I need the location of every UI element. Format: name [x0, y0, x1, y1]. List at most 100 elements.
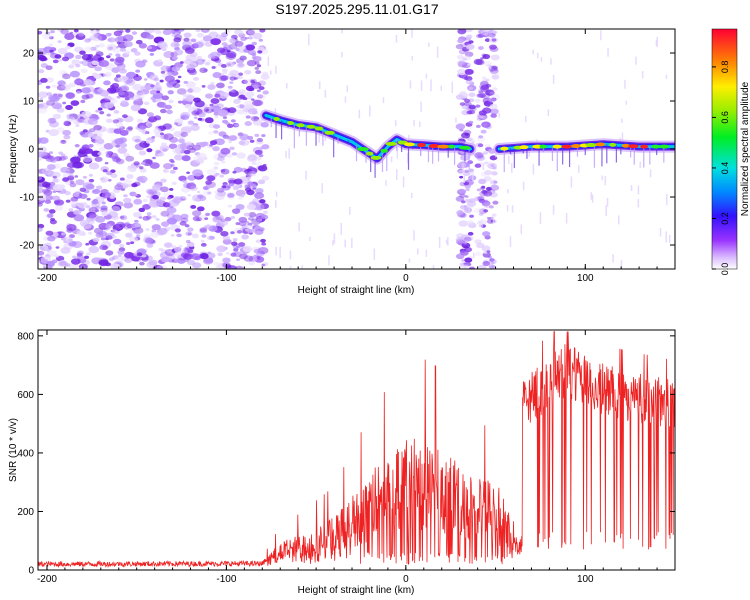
spectrogram-cell: [153, 77, 160, 82]
spectrogram-cell: [143, 236, 154, 244]
spectrogram-cell: [72, 255, 77, 259]
spectrogram-cell: [82, 175, 88, 179]
spectrogram-cell: [113, 30, 123, 37]
spectrogram-cell: [149, 74, 159, 81]
spectrogram-peak: [622, 143, 630, 148]
spectrogram-cell: [81, 94, 90, 100]
spectrogram-cell: [128, 236, 138, 243]
spectrogram-cell: [97, 126, 107, 133]
spectrogram-peak: [640, 144, 649, 149]
snr-xtick-label: 100: [577, 574, 594, 585]
spectrogram-cell: [248, 156, 254, 160]
spectrogram-cell: [430, 79, 432, 92]
spectrogram-cell: [115, 158, 125, 165]
spectrogram-cell: [184, 224, 190, 228]
spectrogram-cell: [160, 70, 166, 74]
spectrogram-cell: [39, 244, 49, 252]
spectrogram-cell: [464, 75, 473, 81]
spectrogram-cell: [478, 224, 484, 228]
spectrogram-cell: [621, 132, 624, 141]
spectrogram-cell: [222, 185, 227, 189]
spectrogram-cell: [81, 59, 92, 67]
spectrogram-cell: [493, 180, 498, 184]
spectrogram-cell: [486, 250, 491, 253]
spectrogram-cell: [552, 74, 555, 84]
spectrogram-cell: [112, 119, 119, 124]
spectrogram-cell: [216, 52, 222, 56]
spectrogram-cell: [474, 152, 484, 159]
spectrogram-cell: [97, 57, 102, 61]
spectrogram-cell: [462, 58, 467, 61]
spectrogram-cell: [455, 43, 464, 50]
spectrogram-cell: [54, 54, 62, 59]
spectrogram-cell: [183, 253, 193, 260]
spectrogram-cell: [133, 193, 138, 197]
spectrogram-cell: [420, 101, 422, 112]
spectrogram-cell: [174, 32, 179, 36]
spectrogram-cell: [211, 58, 215, 61]
spectrogram-cell: [66, 113, 75, 120]
spectrogram-cell: [659, 228, 662, 237]
spectrogram-cell: [390, 156, 393, 163]
spectrogram-cell: [252, 32, 263, 40]
spectrogram-cell: [262, 71, 269, 76]
spectrogram-cell: [93, 129, 98, 133]
spectrogram-cell: [77, 202, 88, 209]
spectrogram-cell: [239, 134, 249, 141]
spectrogram-cell: [216, 245, 227, 253]
spectrogram-cell: [148, 200, 159, 208]
spectrogram-cell: [248, 170, 257, 177]
spectrogram-cell: [91, 60, 99, 66]
spectrogram-cell: [138, 43, 148, 49]
spectrogram-cell: [478, 110, 487, 116]
spectrogram-cell: [233, 98, 241, 104]
spectrogram-cell: [197, 111, 206, 118]
spectrogram-cell: [94, 209, 100, 213]
spectrogram-cell: [532, 163, 535, 175]
spectrogram-cell: [425, 73, 428, 79]
spectrogram-cell: [235, 203, 245, 211]
spectrogram-cell: [88, 246, 100, 254]
spectrogram-cell: [483, 209, 489, 213]
spectrogram-cell: [38, 146, 47, 154]
spectrogram-cell: [308, 33, 310, 46]
spectrogram-cell: [133, 85, 140, 90]
spectrogram-cell: [459, 102, 466, 106]
spectrogram-cell: [183, 80, 189, 84]
spectrogram-cell: [231, 90, 236, 93]
spectrogram-cell: [463, 174, 466, 184]
spectrogram-cell: [119, 47, 127, 52]
spectrogram-cell: [411, 29, 413, 38]
spectrogram-peak: [324, 130, 335, 135]
spectrogram-cell: [149, 89, 158, 95]
spectrogram-cell: [142, 204, 151, 210]
spectrogram-cell: [134, 138, 141, 143]
spectrogram-cell: [190, 124, 200, 131]
spectrogram-cell: [75, 124, 80, 127]
spectrogram-cell: [220, 63, 227, 68]
spectrogram-cell: [419, 121, 421, 127]
spectrogram-cell: [185, 231, 193, 237]
spectrogram-cell: [243, 79, 253, 86]
spectrogram-cell: [236, 105, 241, 108]
spectrogram-cell: [150, 202, 159, 209]
spectrogram-cell: [205, 180, 213, 185]
spectrogram-cell: [260, 214, 268, 219]
spectrogram-cell: [321, 183, 323, 194]
spectrogram-cell: [133, 227, 144, 234]
spectrogram-cell: [78, 32, 85, 37]
spectrogram-cell: [39, 56, 48, 62]
spectrogram-cell: [58, 260, 67, 266]
spectrogram-cell: [213, 261, 220, 266]
spectrogram-cell: [468, 208, 470, 214]
spectrogram-cell: [45, 155, 56, 162]
spectrogram-cell: [126, 174, 134, 180]
spectrogram-cell: [227, 88, 234, 93]
spectrogram-cell: [275, 200, 277, 208]
spectrogram-cell: [318, 81, 321, 89]
spectrogram-cell: [245, 29, 255, 36]
spectrogram-cell: [190, 204, 197, 209]
spectrogram-cell: [344, 239, 346, 248]
spectrogram-cell: [111, 215, 119, 221]
spectrogram-cell: [81, 194, 87, 198]
